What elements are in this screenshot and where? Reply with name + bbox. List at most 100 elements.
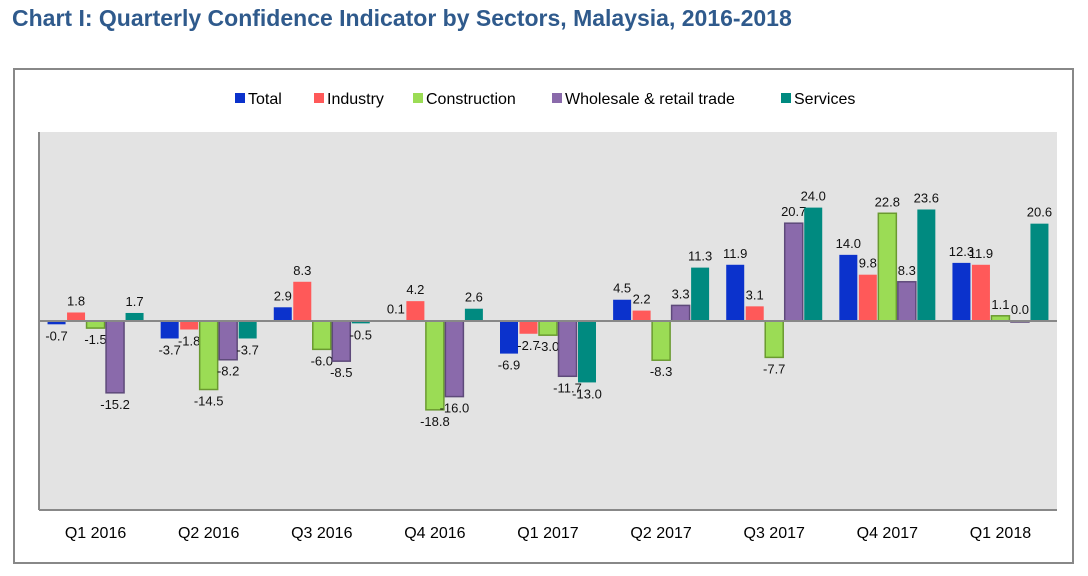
data-label: 20.7	[781, 204, 806, 219]
bar-0	[500, 321, 518, 354]
x-tick-label: Q2 2017	[630, 525, 691, 542]
data-label: 11.3	[688, 249, 712, 264]
bar-2	[877, 212, 898, 322]
data-label: 11.9	[969, 246, 993, 261]
bar-2	[651, 320, 671, 361]
data-label: -1.5	[84, 332, 106, 347]
chart-frame	[13, 68, 1074, 564]
data-label: -13.0	[572, 386, 602, 401]
x-tick-label: Q4 2017	[857, 525, 918, 542]
data-label: 2.6	[465, 290, 483, 305]
x-tick-label: Q3 2016	[291, 525, 352, 542]
bar-1	[293, 281, 312, 321]
data-label: -18.8	[420, 414, 450, 429]
bar-0	[952, 262, 971, 321]
bar-0	[613, 299, 632, 321]
legend-swatch-1	[314, 93, 324, 103]
data-label: -6.9	[498, 358, 520, 373]
legend-swatch-3	[552, 93, 562, 103]
data-label: -0.5	[350, 327, 372, 342]
data-label: 0.0	[1011, 302, 1029, 317]
bar-1	[67, 312, 86, 321]
data-label: 8.3	[293, 263, 311, 278]
data-label: 2.9	[274, 288, 292, 303]
data-label: 9.8	[859, 256, 877, 271]
bar-4	[464, 308, 483, 321]
bar-0	[273, 307, 292, 321]
bar-4	[691, 267, 710, 321]
data-label: 22.8	[875, 194, 900, 209]
data-label: -1.8	[178, 334, 200, 349]
legend-label: Wholesale & retail trade	[565, 91, 735, 108]
data-label: 1.7	[126, 294, 144, 309]
data-label: -14.5	[194, 394, 224, 409]
data-label: 3.3	[672, 286, 690, 301]
x-tick-label: Q1 2016	[65, 525, 126, 542]
bar-0	[47, 321, 66, 325]
bar-4	[917, 209, 936, 321]
data-label: 23.6	[914, 190, 939, 205]
bar-1	[180, 321, 199, 330]
data-label: 24.0	[801, 189, 826, 204]
data-label: 1.1	[991, 297, 1009, 312]
x-tick-label: Q1 2017	[517, 525, 578, 542]
data-label: 3.1	[746, 287, 764, 302]
bar-1	[632, 310, 651, 321]
bar-3	[105, 320, 125, 394]
data-label: -8.3	[650, 364, 672, 379]
data-label: -2.7	[517, 338, 539, 353]
bar-1	[745, 306, 764, 321]
data-label: 20.6	[1027, 205, 1052, 220]
legend-label: Services	[794, 91, 855, 108]
bar-2	[198, 320, 219, 391]
bar-1	[406, 301, 425, 321]
data-label: 4.5	[613, 281, 631, 296]
bar-3	[557, 320, 578, 378]
bar-4	[238, 321, 257, 339]
data-label: -11.7	[553, 380, 582, 395]
bar-2	[85, 320, 106, 329]
x-tick-label: Q4 2016	[404, 525, 465, 542]
bar-3	[783, 222, 804, 322]
data-label: 2.2	[633, 292, 651, 307]
data-label: -7.7	[763, 361, 785, 376]
bar-0	[839, 254, 858, 321]
bar-3	[670, 304, 691, 322]
bar-2	[425, 320, 445, 411]
data-label: -0.7	[45, 328, 67, 343]
bar-4	[351, 321, 370, 324]
data-label: -8.5	[330, 365, 352, 380]
data-label: 14.0	[836, 236, 861, 251]
data-label: 4.2	[406, 282, 424, 297]
bar-2	[764, 320, 784, 359]
legend-label: Industry	[327, 91, 384, 108]
data-label: -3.0	[537, 339, 559, 354]
bar-1	[858, 274, 877, 321]
data-label: -3.7	[236, 342, 258, 357]
bar-4	[804, 207, 823, 321]
x-tick-label: Q3 2017	[744, 525, 805, 542]
data-label: -6.0	[311, 353, 333, 368]
chart-title: Chart I: Quarterly Confidence Indicator …	[12, 5, 792, 31]
bar-4	[578, 321, 596, 383]
data-label: -15.2	[100, 397, 130, 412]
bar-2	[312, 320, 332, 351]
data-label: 11.9	[723, 246, 747, 261]
bar-3	[444, 320, 465, 398]
data-label: -8.2	[217, 364, 239, 379]
bar-0	[726, 264, 745, 321]
x-tick-label: Q1 2018	[970, 525, 1031, 542]
bar-4	[1030, 223, 1049, 321]
legend-swatch-4	[781, 93, 791, 103]
bar-3	[897, 281, 917, 322]
bar-3	[331, 320, 352, 362]
data-label: 1.8	[67, 293, 85, 308]
legend-label: Total	[248, 91, 282, 108]
data-label: 12.3	[949, 244, 974, 259]
bar-4	[125, 312, 144, 321]
data-label: -16.0	[440, 401, 470, 416]
data-label: 0.1	[387, 302, 405, 317]
data-label: 8.3	[898, 263, 916, 278]
x-tick-label: Q2 2016	[178, 525, 239, 542]
